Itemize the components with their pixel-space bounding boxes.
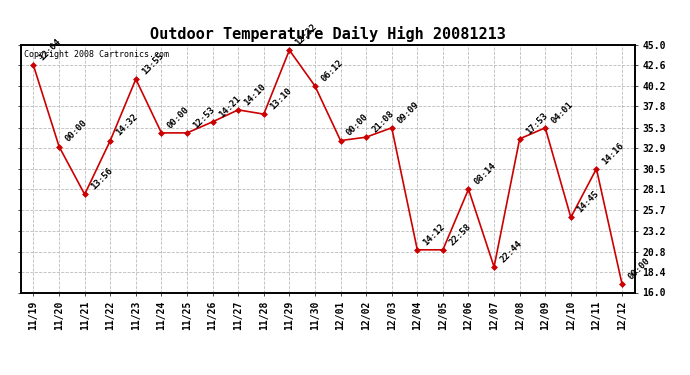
Text: 14:21: 14:21 (217, 94, 242, 119)
Text: 14:32: 14:32 (115, 112, 140, 138)
Text: 17:53: 17:53 (524, 111, 549, 136)
Text: 00:00: 00:00 (345, 112, 370, 138)
Text: 04:01: 04:01 (549, 100, 575, 125)
Text: 12:32: 12:32 (293, 22, 319, 47)
Text: 00:00: 00:00 (63, 118, 88, 144)
Text: 00:00: 00:00 (626, 256, 651, 281)
Text: 14:45: 14:45 (575, 189, 600, 214)
Text: 13:10: 13:10 (268, 86, 293, 111)
Text: 09:09: 09:09 (396, 100, 422, 125)
Text: 12:04: 12:04 (38, 38, 63, 63)
Text: 14:10: 14:10 (242, 82, 268, 107)
Text: 08:14: 08:14 (473, 161, 498, 186)
Text: 22:58: 22:58 (447, 222, 473, 247)
Title: Outdoor Temperature Daily High 20081213: Outdoor Temperature Daily High 20081213 (150, 27, 506, 42)
Text: 06:12: 06:12 (319, 58, 344, 83)
Text: 13:56: 13:56 (89, 166, 115, 192)
Text: 00:00: 00:00 (166, 105, 191, 130)
Text: 14:12: 14:12 (422, 222, 447, 247)
Text: 12:53: 12:53 (191, 105, 217, 130)
Text: 22:44: 22:44 (498, 239, 524, 264)
Text: 21:08: 21:08 (371, 109, 395, 134)
Text: 14:16: 14:16 (600, 141, 626, 166)
Text: 13:55: 13:55 (140, 51, 166, 76)
Text: Copyright 2008 Cartronics.com: Copyright 2008 Cartronics.com (23, 50, 169, 59)
